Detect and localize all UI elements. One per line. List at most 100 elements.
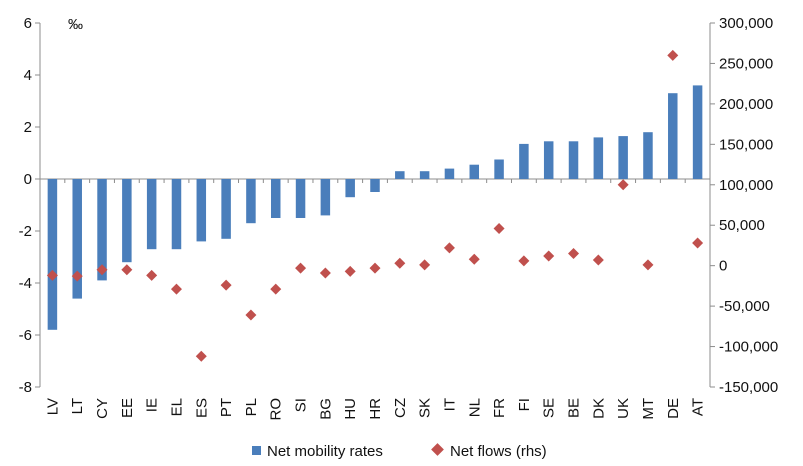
bar — [668, 93, 678, 179]
bar — [519, 143, 529, 179]
data-point — [642, 259, 654, 271]
x-tick-label: SK — [417, 398, 434, 418]
left-tick-label: 0 — [24, 171, 32, 188]
x-tick-label: RO — [268, 398, 285, 421]
x-tick-label: DK — [590, 398, 607, 419]
x-tick-label: CY — [94, 398, 111, 419]
bar — [246, 179, 256, 224]
data-point — [170, 283, 182, 295]
data-point — [518, 255, 530, 267]
bar — [47, 179, 58, 330]
bar — [270, 179, 281, 218]
data-point — [46, 269, 58, 281]
data-point — [344, 265, 356, 277]
data-point — [195, 350, 207, 362]
data-point — [295, 262, 307, 274]
bar — [543, 141, 554, 179]
data-point — [493, 222, 505, 234]
right-tick-label: -150,000 — [719, 379, 778, 396]
x-tick-label: HR — [367, 398, 384, 420]
bar — [370, 179, 380, 192]
right-tick-label: 0 — [719, 258, 727, 275]
right-tick-label: 250,000 — [719, 55, 773, 72]
bar — [72, 179, 82, 299]
bars-layer — [47, 85, 703, 330]
x-tick-label: SE — [541, 398, 558, 418]
x-tick-label: BG — [317, 398, 334, 420]
x-tick-label: BE — [566, 398, 583, 418]
bar — [419, 171, 430, 179]
x-tick-label: EL — [168, 398, 185, 416]
x-tick-label: NL — [466, 398, 483, 417]
bar — [221, 179, 231, 239]
data-point — [96, 264, 108, 276]
data-point — [369, 262, 381, 274]
left-tick-label: -2 — [19, 223, 32, 240]
x-tick-label: IE — [144, 398, 161, 412]
left-tick-label: 2 — [24, 119, 32, 136]
data-point — [419, 259, 431, 271]
bar — [469, 164, 480, 179]
data-point — [592, 254, 604, 266]
right-tick-label: 50,000 — [719, 217, 765, 234]
bar — [494, 159, 504, 179]
x-tick-label: IT — [441, 398, 458, 411]
data-point — [667, 49, 679, 61]
data-point — [468, 253, 480, 265]
x-axis-labels: LV LT CY EE IE EL ES PT PL RO SI BG HU HR CZ SK IT NL FR FI… — [44, 398, 706, 421]
x-tick-label: CZ — [392, 398, 409, 418]
x-tick-label: LT — [69, 398, 86, 414]
data-point — [270, 283, 282, 295]
right-axis: 300,000 250,000 200,000 150,000 100,000 50,00… — [709, 15, 778, 396]
right-tick-label: 100,000 — [719, 177, 773, 194]
bar — [568, 141, 579, 179]
data-point — [121, 264, 133, 276]
left-tick-label: 6 — [24, 15, 32, 32]
right-tick-label: 150,000 — [719, 136, 773, 153]
data-point — [568, 248, 580, 260]
bar — [320, 179, 331, 216]
x-tick-label: PL — [243, 398, 260, 416]
bar — [196, 179, 207, 242]
left-tick-label: -4 — [19, 275, 32, 292]
right-tick-label: 200,000 — [719, 96, 773, 113]
data-point — [692, 237, 704, 249]
x-tick-label: EE — [119, 398, 136, 418]
data-point — [220, 279, 232, 291]
bar — [345, 179, 355, 198]
data-point — [146, 269, 158, 281]
x-tick-label: FR — [491, 398, 508, 418]
bar — [692, 85, 703, 179]
data-point — [617, 179, 629, 191]
legend-label-net-flows: Net flows (rhs) — [450, 443, 547, 460]
left-tick-label: -8 — [19, 379, 32, 396]
x-tick-label: ES — [193, 398, 210, 418]
bar — [146, 179, 157, 250]
points-layer — [46, 49, 704, 362]
bar — [395, 171, 405, 179]
right-tick-label: 300,000 — [719, 15, 773, 32]
bar — [171, 179, 182, 250]
bar — [295, 179, 306, 218]
right-tick-label: -50,000 — [719, 298, 770, 315]
x-tick-label: UK — [615, 398, 632, 419]
right-tick-label: -100,000 — [719, 339, 778, 356]
legend-swatch-net-flows — [431, 443, 444, 456]
left-tick-label: 4 — [24, 67, 32, 84]
left-tick-label: -6 — [19, 327, 32, 344]
data-point — [71, 270, 83, 282]
data-point — [443, 242, 455, 254]
data-point — [245, 309, 257, 321]
x-tick-label: AT — [690, 398, 707, 416]
x-tick-label: PT — [218, 398, 235, 417]
bar — [444, 168, 455, 179]
x-tick-label: LV — [44, 398, 61, 415]
x-tick-label: FI — [516, 398, 533, 411]
x-tick-label: MT — [640, 398, 657, 420]
data-point — [394, 257, 406, 269]
legend-swatch-net-mobility-rates — [252, 446, 261, 455]
legend-label-net-mobility-rates: Net mobility rates — [267, 443, 383, 460]
legend: Net mobility rates Net flows (rhs) — [252, 443, 547, 460]
bar — [618, 136, 628, 179]
